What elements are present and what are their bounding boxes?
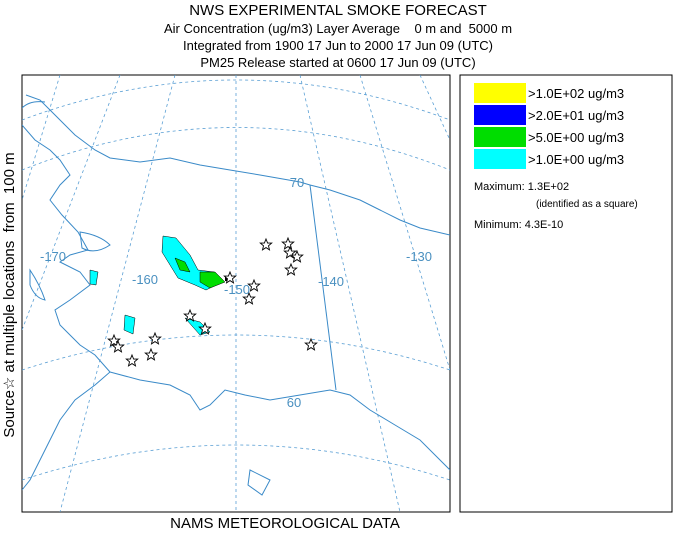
legend-swatch [474,149,526,169]
graticule-label: -150 [224,282,250,297]
legend-label: >5.0E+00 ug/m3 [528,130,624,145]
subtitle: PM25 Release started at 0600 17 Jun 09 (… [200,55,475,70]
subtitle: Air Concentration (ug/m3) Layer Average … [164,21,512,36]
graticule-label: 60 [287,395,301,410]
legend: >1.0E+02 ug/m3 >2.0E+01 ug/m3 >5.0E+00 ug/… [459,74,673,513]
title: NWS EXPERIMENTAL SMOKE FORECAST [189,2,487,19]
legend-label: >1.0E+02 ug/m3 [528,86,624,101]
graticule-label: -140 [318,274,344,289]
footer: NAMS METEOROLOGICAL DATA [170,515,400,532]
map: 70 -170 -160 -150 -140 -130 60 [21,74,451,513]
graticule-label: -160 [132,272,158,287]
subtitle: Integrated from 1900 17 Jun to 2000 17 J… [183,38,493,53]
side-label: Source☆ at multiple locations from 100 m [1,152,18,437]
max-note: (identified as a square) [536,199,638,210]
minimum: Minimum: 4.3E-10 [474,219,563,231]
legend-label: >1.0E+00 ug/m3 [528,152,624,167]
graticule-label: -170 [40,249,66,264]
maximum: Maximum: 1.3E+02 [474,181,569,193]
graticule-label: -130 [406,249,432,264]
legend-swatch [474,83,526,103]
graticule-label: 70 [290,175,304,190]
legend-swatch [474,127,526,147]
legend-swatch [474,105,526,125]
legend-label: >2.0E+01 ug/m3 [528,108,624,123]
